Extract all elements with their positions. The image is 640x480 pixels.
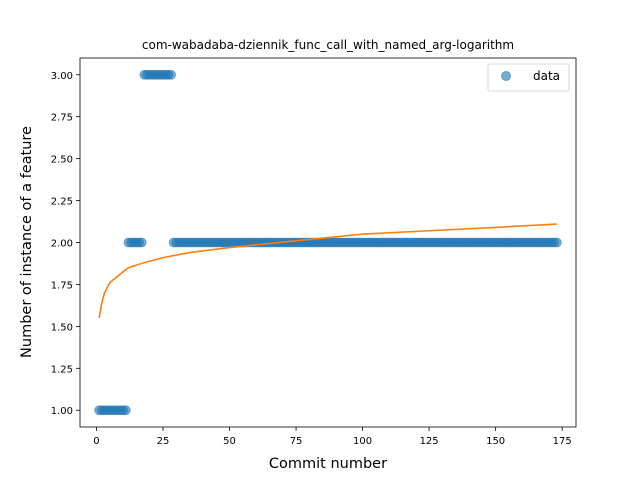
x-tick-label: 100 <box>353 436 372 447</box>
y-tick-label: 2.75 <box>51 113 73 124</box>
x-tick-label: 0 <box>93 436 99 447</box>
y-tick-label: 1.75 <box>51 280 73 291</box>
x-tick-label: 150 <box>486 436 505 447</box>
y-tick-label: 2.50 <box>51 155 73 166</box>
legend-label-data: data <box>533 69 560 83</box>
y-tick-label: 1.50 <box>51 322 73 333</box>
data-point <box>166 69 176 80</box>
y-axis-label: Number of instance of a feature <box>19 126 35 358</box>
data-point <box>120 405 131 416</box>
legend-marker-data <box>501 71 511 81</box>
y-tick-label: 2.25 <box>51 197 73 208</box>
legend-box <box>487 63 570 92</box>
data-point <box>551 237 562 248</box>
legend: data <box>487 63 570 92</box>
chart-title: com-wabadaba-dziennik_func_call_with_nam… <box>142 38 514 52</box>
y-tick-label: 1.00 <box>51 406 73 417</box>
x-tick-label: 50 <box>223 436 236 447</box>
x-tick-label: 125 <box>420 436 439 447</box>
x-tick-label: 25 <box>157 436 170 447</box>
y-tick-label: 2.00 <box>51 239 73 250</box>
y-tick-label: 3.00 <box>51 71 73 82</box>
x-tick-label: 75 <box>290 436 303 447</box>
fit-line <box>98 223 557 319</box>
x-tick-label: 175 <box>553 436 572 447</box>
plot-area <box>94 69 562 416</box>
x-axis-label: Commit number <box>269 456 387 472</box>
y-tick-label: 1.25 <box>51 364 73 375</box>
data-point <box>136 237 147 248</box>
x-axis: 0 25 50 75 100 125 150 175 <box>93 427 572 447</box>
y-axis: 1.00 1.25 1.50 1.75 2.00 2.25 2.50 2.75 3.00 <box>51 71 80 417</box>
